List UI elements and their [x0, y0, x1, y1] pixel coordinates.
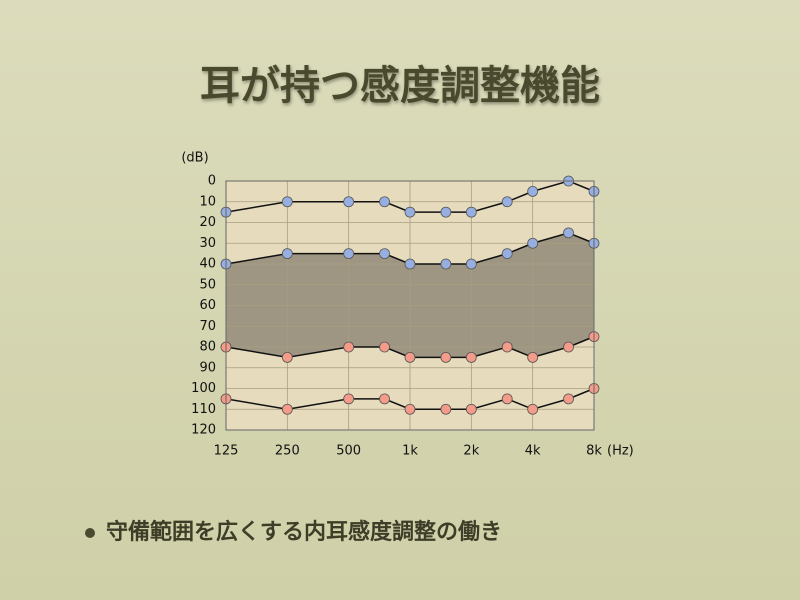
- data-point: [501, 341, 513, 353]
- data-point: [501, 248, 513, 260]
- data-point: [465, 351, 477, 363]
- data-point: [379, 196, 390, 208]
- plot-border: [225, 180, 595, 431]
- data-point: [404, 258, 416, 270]
- data-point: [343, 341, 355, 353]
- data-point: [563, 341, 574, 353]
- data-point: [527, 237, 539, 249]
- bullet-dot: [85, 528, 95, 538]
- data-point: [343, 393, 355, 405]
- y-axis-label: (dB): [181, 151, 208, 166]
- y-tick-label: 20: [199, 215, 216, 230]
- data-point: [501, 393, 513, 405]
- x-tick-label: 1k: [402, 444, 418, 459]
- data-point: [343, 248, 355, 260]
- y-tick-label: 30: [199, 236, 216, 251]
- y-tick-label: 40: [199, 257, 216, 272]
- x-tick-label: 4k: [525, 444, 541, 459]
- data-point: [343, 196, 355, 208]
- data-point: [281, 196, 293, 208]
- x-tick-label: 8k: [586, 444, 602, 459]
- slide-title: 耳が持つ感度調整機能: [200, 63, 600, 109]
- data-point: [281, 351, 293, 363]
- data-point: [404, 403, 416, 415]
- x-tick-label: 2k: [463, 444, 479, 459]
- data-point: [465, 258, 477, 270]
- y-tick-label: 110: [191, 402, 216, 417]
- y-tick-label: 120: [191, 423, 216, 438]
- y-tick-label: 50: [199, 277, 216, 292]
- data-point: [440, 258, 452, 270]
- data-point: [501, 196, 513, 208]
- y-tick-label: 70: [199, 319, 216, 334]
- data-point: [563, 393, 574, 405]
- data-point: [527, 351, 539, 363]
- y-tick-label: 10: [199, 194, 216, 209]
- data-point: [379, 393, 390, 405]
- data-point: [281, 248, 293, 260]
- y-tick-label: 100: [191, 381, 216, 396]
- data-point: [465, 403, 477, 415]
- y-tick-label: 0: [208, 174, 216, 189]
- data-point: [440, 351, 452, 363]
- y-tick-label: 80: [199, 340, 216, 355]
- data-point: [379, 248, 390, 260]
- data-point: [465, 206, 477, 218]
- x-tick-label: 250: [275, 444, 300, 459]
- x-tick-label: 500: [336, 444, 361, 459]
- data-point: [440, 403, 452, 415]
- x-axis-label: (Hz): [607, 444, 634, 459]
- data-point: [527, 403, 539, 415]
- data-point: [563, 227, 574, 239]
- bullet-text: 守備範囲を広くする内耳感度調整の働き: [106, 519, 502, 545]
- data-point: [404, 206, 416, 218]
- y-tick-label: 60: [199, 298, 216, 313]
- data-point: [404, 351, 416, 363]
- y-tick-label: 90: [199, 360, 216, 375]
- data-point: [281, 403, 293, 415]
- data-point: [379, 341, 390, 353]
- x-tick-label: 125: [214, 444, 239, 459]
- data-point: [527, 185, 539, 197]
- data-point: [440, 206, 452, 218]
